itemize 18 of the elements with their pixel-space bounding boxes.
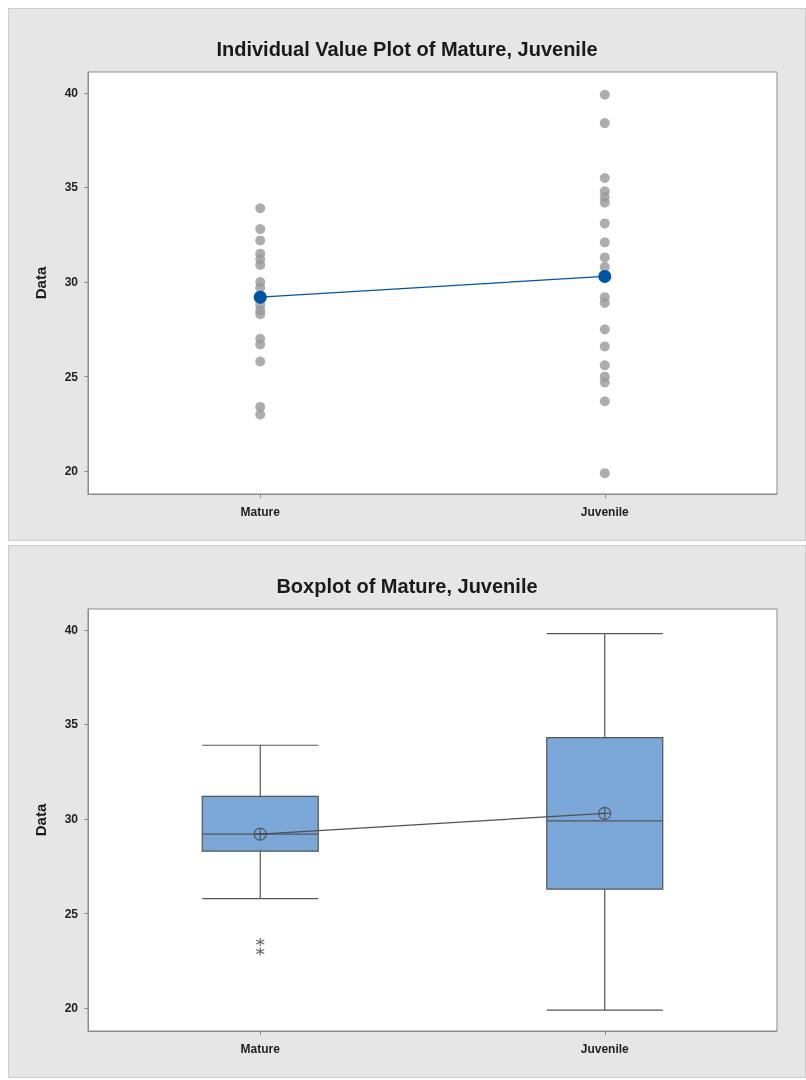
y-tick-label: 20 <box>64 1001 79 1016</box>
x-tick-label: Juvenile <box>580 505 630 519</box>
x-tick-label: Mature <box>240 1042 281 1056</box>
chart-title: Individual Value Plot of Mature, Juvenile <box>216 38 598 60</box>
chart-title: Boxplot of Mature, Juvenile <box>276 575 538 597</box>
y-tick-label: 20 <box>64 464 79 479</box>
y-tick-label: 30 <box>64 275 79 290</box>
y-tick-label: 35 <box>64 180 79 195</box>
y-tick-label: 25 <box>64 906 79 921</box>
y-tick-label: 40 <box>64 85 79 100</box>
y-tick-label: 35 <box>64 717 79 732</box>
x-tick-label: Juvenile <box>580 1042 630 1056</box>
y-tick-label: 40 <box>64 622 79 637</box>
y-tick-label: 30 <box>64 812 79 827</box>
x-tick-label: Mature <box>240 505 281 519</box>
y-axis-title: Data <box>32 803 49 837</box>
y-tick-label: 25 <box>64 369 79 384</box>
y-axis-title: Data <box>32 266 49 300</box>
